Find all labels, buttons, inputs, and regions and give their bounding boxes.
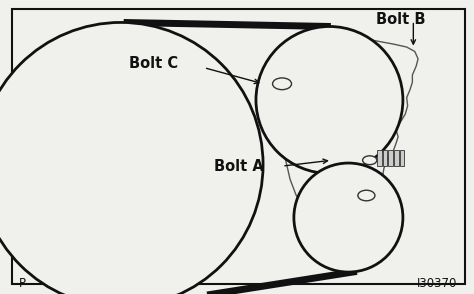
Bar: [388, 150, 393, 166]
Text: P: P: [19, 277, 26, 290]
Bar: [400, 150, 404, 166]
Ellipse shape: [0, 22, 263, 294]
Circle shape: [358, 190, 375, 201]
Ellipse shape: [294, 163, 403, 272]
Text: Bolt A: Bolt A: [215, 158, 264, 174]
Circle shape: [273, 78, 292, 90]
Bar: [383, 150, 387, 166]
Ellipse shape: [256, 26, 403, 173]
Text: I30370: I30370: [417, 277, 457, 290]
Text: Bolt C: Bolt C: [129, 56, 179, 71]
Text: Bolt B: Bolt B: [376, 11, 425, 27]
Circle shape: [363, 156, 377, 165]
Bar: [394, 150, 399, 166]
Bar: [377, 150, 382, 166]
